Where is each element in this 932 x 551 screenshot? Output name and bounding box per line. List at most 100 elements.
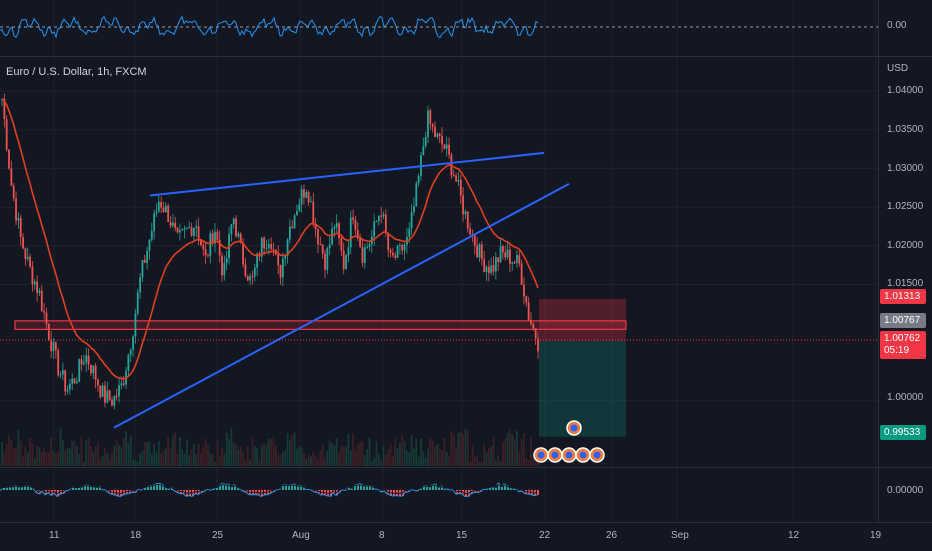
take-profit-price-tag[interactable]: 0.99533 [880, 425, 926, 440]
candle-body [502, 246, 504, 252]
volume-bar [371, 461, 373, 466]
candle-body [326, 248, 328, 270]
volume-bar [135, 460, 137, 466]
symbol-legend[interactable]: Euro / U.S. Dollar, 1h, FXCM [6, 66, 147, 78]
volume-bar [256, 448, 258, 466]
volume-bar [497, 456, 499, 466]
volume-bar [399, 443, 401, 466]
candle-body [362, 247, 364, 263]
candle-body [6, 119, 8, 150]
candle-body [81, 359, 83, 364]
volume-bar [418, 457, 420, 466]
candle-body [413, 206, 415, 212]
histogram-bar [147, 487, 149, 490]
candle-body [373, 222, 375, 237]
candle-body [385, 214, 387, 232]
volume-bar [301, 448, 303, 466]
volume-bar [67, 448, 69, 466]
candle-body [523, 285, 525, 296]
volume-bar [319, 451, 321, 466]
volume-bar [455, 447, 457, 466]
candle-body [172, 223, 174, 226]
volume-bar [509, 429, 511, 466]
volume-bar [238, 450, 240, 466]
volume-bar [146, 442, 148, 466]
volume-bar [50, 438, 52, 466]
volume-bar [193, 444, 195, 466]
candle-body [137, 292, 139, 313]
volume-bar [202, 447, 204, 466]
volume-bar [514, 439, 516, 466]
candle-body [17, 218, 19, 220]
volume-bar [144, 442, 146, 466]
histogram-bar [231, 487, 233, 490]
volume-bar [422, 451, 424, 466]
candle-body [230, 224, 232, 234]
time-scale[interactable]: 11 18 25 Aug 8 15 22 26 Sep 12 19 [0, 522, 932, 551]
candle-body [479, 244, 481, 257]
price-scale[interactable]: 0.00 USD 1.04000 1.03500 1.03000 1.02500… [878, 0, 932, 522]
candle-body [462, 195, 464, 214]
candle-body [350, 217, 352, 247]
candle-body [495, 257, 497, 271]
last-price-tag[interactable]: 1.00767 [880, 313, 926, 328]
volume-bar [170, 448, 172, 466]
volume-bar [500, 462, 502, 466]
price-tick-label: 1.03000 [887, 163, 923, 174]
candle-body [245, 265, 247, 277]
candle-body [165, 206, 167, 212]
volume-bar [298, 446, 300, 466]
pane-divider-bottom[interactable] [0, 467, 932, 468]
histogram-bar [501, 487, 503, 490]
volume-bar [223, 454, 225, 466]
candle-body [476, 246, 478, 258]
volume-bar [385, 455, 387, 466]
candle-body [453, 175, 455, 176]
volume-bar [504, 439, 506, 466]
candle-body [76, 382, 78, 384]
candle-body [10, 169, 12, 186]
volume-bar [123, 438, 125, 466]
candle-body [170, 222, 172, 226]
volume-bar [92, 452, 94, 466]
volume-bar [312, 452, 314, 466]
candle-body [490, 265, 492, 273]
stop-loss-price-tag[interactable]: 1.01313 [880, 289, 926, 304]
volume-bar [443, 438, 445, 466]
candle-body [404, 245, 406, 251]
pane-divider-top[interactable] [0, 56, 932, 57]
volume-bar [69, 448, 71, 466]
volume-bar [373, 457, 375, 466]
volume-bar [392, 456, 394, 466]
candle-body [525, 296, 527, 302]
volume-bar [167, 437, 169, 466]
volume-bar [240, 447, 242, 466]
volume-bar [88, 438, 90, 466]
volume-bar [179, 437, 181, 466]
volume-bar [376, 441, 378, 466]
candle-body [383, 214, 385, 216]
volume-bar [263, 443, 265, 466]
candle-body [308, 192, 310, 202]
volume-bar [83, 462, 85, 466]
volume-bar [401, 435, 403, 466]
volume-bar [184, 454, 186, 466]
take-profit-zone [539, 341, 626, 437]
volume-bar [181, 449, 183, 466]
candle-body [205, 249, 207, 255]
candle-body [336, 223, 338, 227]
candle-body [432, 124, 434, 127]
volume-bar [317, 460, 319, 466]
current-price-tag[interactable]: 1.00762 05:19 [880, 331, 926, 359]
volume-bar [277, 455, 279, 466]
candle-body [509, 250, 511, 264]
volume-bar [488, 448, 490, 466]
candle-body [516, 255, 518, 263]
candle-body [62, 370, 64, 374]
current-price-value: 1.00762 [884, 333, 926, 345]
candle-body [427, 110, 429, 137]
volume-bar [303, 453, 305, 466]
time-tick-label: 22 [539, 530, 550, 541]
candle-body [146, 251, 148, 263]
volume-bar [15, 448, 17, 466]
